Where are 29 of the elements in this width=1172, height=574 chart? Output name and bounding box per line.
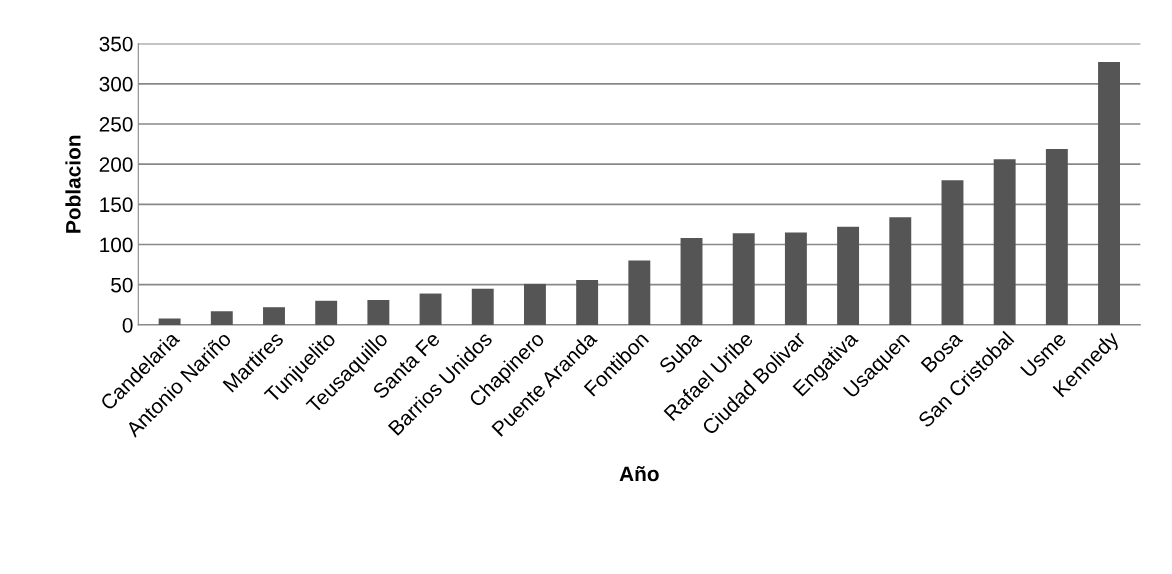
bar	[837, 226, 860, 325]
y-tick-label: 100	[100, 237, 133, 253]
y-tick-label: 250	[99, 116, 133, 132]
bar	[680, 238, 703, 325]
y-tick-label: 200	[99, 157, 133, 172]
bar	[941, 180, 964, 325]
bar	[367, 299, 390, 325]
y-tick-label: 0	[122, 317, 133, 333]
bar	[419, 293, 442, 325]
bar	[158, 318, 181, 325]
bar	[263, 307, 285, 325]
bar	[784, 232, 807, 325]
bar	[889, 217, 912, 325]
y-tick-label: 150	[100, 197, 133, 213]
bar	[1045, 148, 1068, 325]
bar	[210, 311, 233, 325]
bar	[993, 159, 1016, 325]
y-axis-title: Poblacion	[65, 135, 81, 233]
x-axis-title: Año	[619, 466, 659, 482]
bar	[1098, 62, 1120, 325]
y-tick-label: 300	[99, 76, 133, 92]
bar	[628, 260, 651, 325]
bar	[315, 300, 338, 325]
bar	[523, 283, 546, 325]
bar	[471, 288, 494, 325]
y-tick-label: 350	[99, 36, 133, 52]
bar	[732, 233, 755, 325]
bar	[576, 279, 599, 325]
y-tick-label: 50	[111, 277, 133, 293]
